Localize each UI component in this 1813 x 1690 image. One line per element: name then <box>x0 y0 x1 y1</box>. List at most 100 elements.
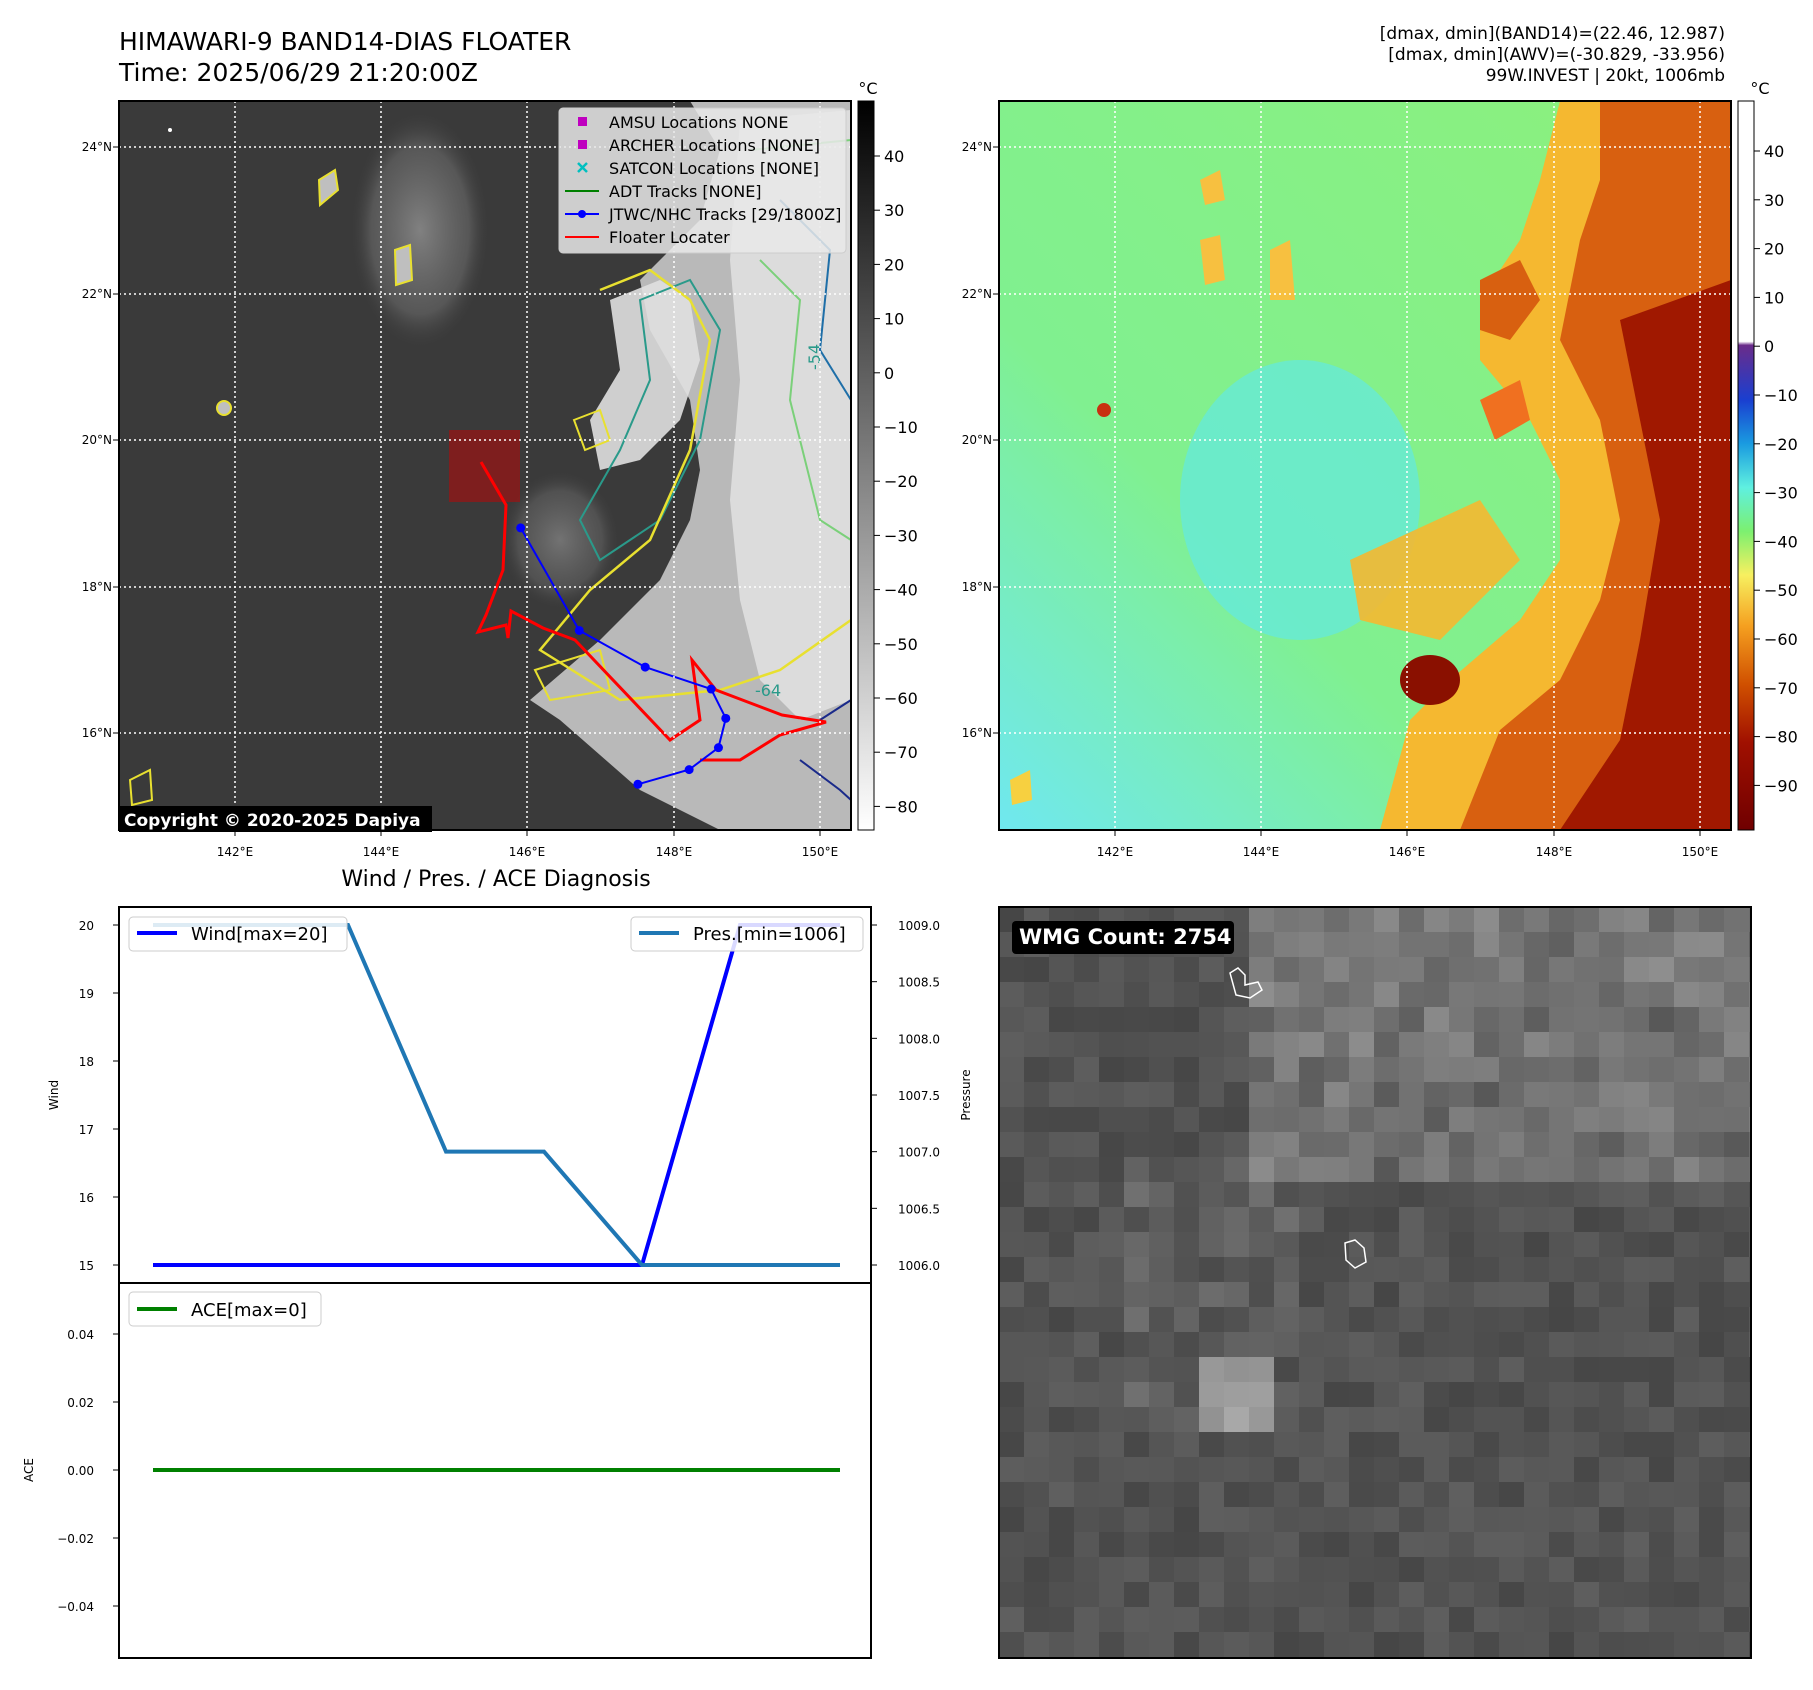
legend-entry: ADT Tracks [NONE] <box>609 182 762 201</box>
wind-axis-ticks: 20 19 18 17 16 15 <box>79 919 119 1273</box>
figure-title: HIMAWARI-9 BAND14-DIAS FLOATER <box>119 27 571 56</box>
colorbar-tick-label: 20 <box>1764 240 1784 259</box>
wind-legend-label: Wind[max=20] <box>191 924 328 945</box>
legend-entry: Floater Locater <box>609 228 730 247</box>
colorbar-tick-label: −40 <box>1764 532 1798 551</box>
ace-legend-label: ACE[max=0] <box>191 1300 307 1321</box>
wind-tick-label: 17 <box>79 1123 94 1137</box>
legend-entry: AMSU Locations NONE <box>609 113 788 132</box>
colorbar-tick-label: 10 <box>884 310 904 329</box>
ace-axis-label: ACE <box>22 1458 36 1482</box>
jtwc-track-point <box>713 743 723 753</box>
colorbar-tick-label: 0 <box>884 364 894 383</box>
pressure-axis-ticks: 1009.0 1008.5 1008.0 1007.5 1007.0 1006.5 1006… <box>871 919 940 1273</box>
gray-colorbar-unit: °C <box>858 79 877 98</box>
legend-marker <box>578 117 587 126</box>
colorbar-tick-label: −10 <box>884 418 918 437</box>
gray-map-lon-tick-label: 142°E <box>217 845 254 859</box>
ace-tick-label: −0.02 <box>57 1532 94 1546</box>
color-map-lat-tick-label: 20°N <box>962 433 992 447</box>
color-map-lat-tick-label: 24°N <box>962 140 992 154</box>
wmg-count-label: WMG Count: 2754 <box>1019 925 1232 949</box>
jtwc-track-point <box>633 779 643 789</box>
storm-info: 99W.INVEST | 20kt, 1006mb <box>1486 66 1725 86</box>
gray-colorbar: °C 40 30 20 10 0 −10 −20 −30 −40 −50 −60 −70 −80 <box>857 79 918 831</box>
ace-legend: ACE[max=0] <box>128 1291 322 1327</box>
wind-tick-label: 15 <box>79 1259 94 1273</box>
awv-range: [dmax, dmin](AWV)=(-30.829, -33.956) <box>1388 45 1725 65</box>
gray-map-lon-tick-label: 144°E <box>363 845 400 859</box>
ace-tick-label: −0.04 <box>57 1600 94 1614</box>
figure-time: Time: 2025/06/29 21:20:00Z <box>118 58 478 87</box>
colorbar-tick-label: 30 <box>884 201 904 220</box>
color-map-lat-tick-label: 18°N <box>962 580 992 594</box>
gray-map-lat-tick-label: 16°N <box>82 726 112 740</box>
colorbar-tick-label: −30 <box>1764 484 1798 503</box>
colorbar-tick-label: 40 <box>1764 142 1784 161</box>
color-map-lon-tick-label: 144°E <box>1243 845 1280 859</box>
jtwc-track-point <box>706 684 716 694</box>
color-map-lon-tick-label: 142°E <box>1097 845 1134 859</box>
pressure-tick-label: 1008.5 <box>898 976 940 990</box>
gray-map-lon-tick-label: 146°E <box>509 845 546 859</box>
pressure-tick-label: 1006.5 <box>898 1202 940 1216</box>
jtwc-track-point <box>516 523 526 533</box>
contour-label-54: -54 <box>805 344 824 370</box>
jtwc-track-points <box>516 523 731 789</box>
jtwc-track-point <box>684 765 694 775</box>
colorbar-tick-label: −50 <box>1764 581 1798 600</box>
pressure-tick-label: 1007.0 <box>898 1146 940 1160</box>
pressure-tick-label: 1006.0 <box>898 1259 940 1273</box>
colorbar-tick-label: −90 <box>1764 776 1798 795</box>
legend-entry: ARCHER Locations [NONE] <box>609 136 820 155</box>
jtwc-track-point <box>721 713 731 723</box>
ace-chart: 0.04 0.02 0.00 −0.02 −0.04 ACE ACE[max=0] <box>22 1282 872 1659</box>
colorbar-tick-label: −20 <box>1764 435 1798 454</box>
color-colorbar: °C 40 30 20 10 0 −10 −20 −30 −40 −50 −60 −70 −80 −90 <box>1737 79 1798 831</box>
wmg-pixel-field <box>999 907 1751 1658</box>
wind-tick-label: 19 <box>79 987 94 1001</box>
color-map-lat-tick-label: 22°N <box>962 287 992 301</box>
pressure-series-line <box>153 923 840 1267</box>
colorbar-tick-label: 0 <box>1764 337 1774 356</box>
wind-tick-label: 20 <box>79 919 94 933</box>
colorbar-tick-label: −10 <box>1764 386 1798 405</box>
legend-marker <box>577 162 588 173</box>
floater-locater-track <box>475 461 827 762</box>
gray-map-lat-tick-label: 24°N <box>82 140 112 154</box>
pressure-tick-label: 1008.0 <box>898 1032 940 1046</box>
legend-entry: JTWC/NHC Tracks [29/1800Z] <box>608 205 841 224</box>
wind-legend: Wind[max=20] <box>128 916 348 952</box>
colorbar-tick-label: −70 <box>884 743 918 762</box>
copyright-box <box>119 806 432 832</box>
gray-map-lat-tick-label: 22°N <box>82 287 112 301</box>
colorbar-tick-label: 30 <box>1764 191 1784 210</box>
colorbar-tick-label: 40 <box>884 147 904 166</box>
colorbar-tick-label: −40 <box>884 581 918 600</box>
diagnosis-title: Wind / Pres. / ACE Diagnosis <box>341 867 650 892</box>
wmg-frame <box>998 906 1752 1659</box>
jtwc-track-point <box>574 625 584 635</box>
ace-axis-ticks: 0.04 0.02 0.00 −0.02 −0.04 <box>57 1328 119 1614</box>
pressure-tick-label: 1009.0 <box>898 919 940 933</box>
color-colorbar-unit: °C <box>1750 79 1769 98</box>
legend-entry: SATCON Locations [NONE] <box>609 159 819 178</box>
jtwc-track <box>519 527 727 786</box>
wmg-island-outline <box>1229 967 1263 999</box>
color-map-lon-tick-label: 148°E <box>1536 845 1573 859</box>
legend-marker <box>578 140 587 149</box>
pressure-tick-label: 1007.5 <box>898 1089 940 1103</box>
jtwc-track-point <box>640 662 650 672</box>
color-map-lon-tick-label: 150°E <box>1682 845 1719 859</box>
wind-tick-label: 18 <box>79 1055 94 1069</box>
pressure-legend: Pres.[min=1006] <box>630 916 864 952</box>
color-map-frame <box>998 100 1732 831</box>
gray-ir-map: -64 -54 142°E 144°E 146°E 148°E 150°E 24°N 22°… <box>82 100 852 859</box>
color-map-lat-tick-label: 16°N <box>962 726 992 740</box>
wmg-panel: WMG Count: 2754 <box>998 906 1752 1659</box>
color-map-lon-tick-label: 146°E <box>1389 845 1426 859</box>
color-cloud-field <box>1010 101 1731 830</box>
wind-axis-label: Wind <box>47 1080 61 1110</box>
pressure-axis-label: Pressure <box>959 1069 973 1120</box>
